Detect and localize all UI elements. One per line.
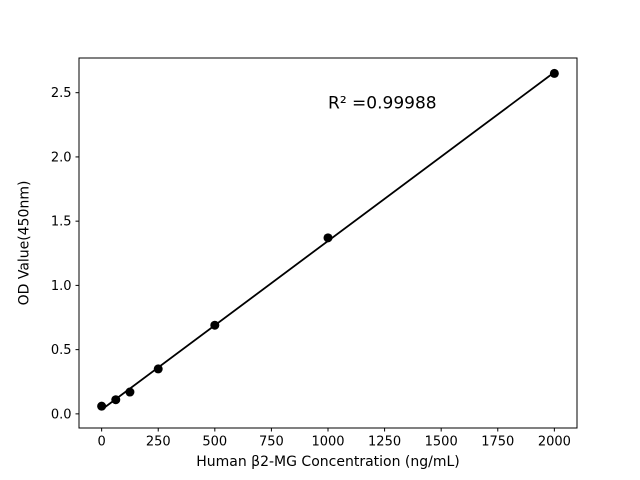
x-tick-label: 0 (97, 435, 105, 450)
data-point (97, 401, 107, 411)
x-tick-label: 1250 (368, 435, 401, 450)
x-tick-label: 250 (146, 435, 171, 450)
x-tick-label: 1000 (311, 435, 344, 450)
data-point (549, 68, 559, 78)
y-tick-label: 2.0 (51, 150, 72, 165)
data-point (210, 320, 220, 330)
plot-border (78, 57, 578, 429)
y-tick-label: 1.0 (51, 279, 72, 294)
y-tick-label: 2.5 (51, 86, 72, 101)
x-tick-label: 500 (202, 435, 227, 450)
r-squared-annotation: R² =0.99988 (328, 93, 437, 113)
x-tick-label: 1500 (425, 435, 458, 450)
data-point (111, 395, 121, 405)
x-axis-label: Human β2-MG Concentration (ng/mL) (196, 454, 460, 470)
y-tick-label: 0.0 (51, 407, 72, 422)
x-tick-label: 1750 (481, 435, 514, 450)
data-point (125, 387, 135, 397)
y-axis-label: OD Value(450nm) (17, 181, 33, 306)
y-tick-label: 1.5 (51, 215, 72, 230)
y-tick-label: 0.5 (51, 343, 72, 358)
x-tick-label: 2000 (538, 435, 571, 450)
data-point (153, 364, 163, 374)
x-tick-label: 750 (259, 435, 284, 450)
data-point (323, 233, 333, 243)
